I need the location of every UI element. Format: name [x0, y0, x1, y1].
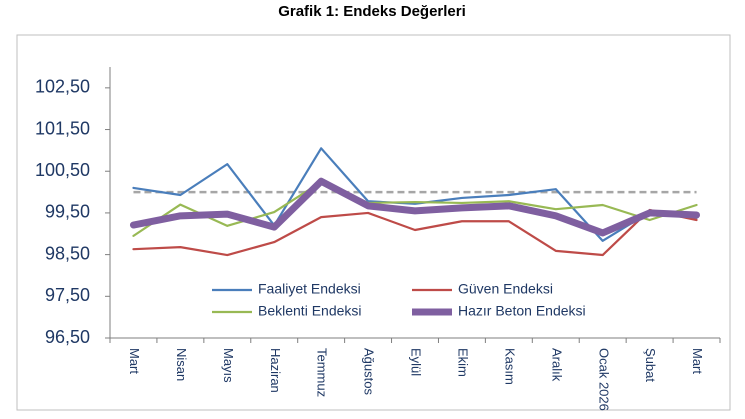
legend-label: Hazır Beton Endeksi	[458, 303, 586, 319]
series-line	[132, 208, 698, 257]
series-line	[132, 180, 698, 237]
x-tick-label: Nisan	[174, 348, 189, 381]
y-tick-label: 96,50	[45, 327, 90, 347]
x-tick-label: Eylül	[409, 348, 424, 376]
x-tick-label: Mart	[690, 348, 705, 374]
y-tick-label: 99,50	[45, 202, 90, 222]
y-tick-label: 98,50	[45, 243, 90, 263]
series-line	[129, 177, 701, 237]
x-tick-label: Ağustos	[362, 348, 377, 395]
x-tick-label: Haziran	[268, 348, 283, 393]
series-line	[132, 147, 698, 242]
x-tick-label: Ekim	[455, 348, 470, 377]
y-tick-label: 102,50	[35, 77, 90, 97]
x-tick-label: Şubat	[643, 348, 658, 382]
chart-title: Grafik 1: Endeks Değerleri	[278, 3, 466, 20]
legend-label: Güven Endeksi	[458, 281, 553, 297]
y-tick-label: 97,50	[45, 285, 90, 305]
chart-frame	[16, 34, 731, 411]
y-tick-label: 100,50	[35, 160, 90, 180]
x-tick-label: Ocak 2026	[596, 348, 611, 411]
y-tick-label: 101,50	[35, 118, 90, 138]
x-tick-label: Temmuz	[315, 348, 330, 397]
x-tick-label: Mart	[127, 348, 142, 374]
x-tick-label: Kasım	[502, 348, 517, 385]
legend-label: Beklenti Endeksi	[258, 303, 362, 319]
x-tick-label: Mayıs	[221, 348, 236, 383]
legend-label: Faaliyet Endeksi	[258, 281, 361, 297]
x-tick-label: Aralık	[549, 348, 564, 382]
